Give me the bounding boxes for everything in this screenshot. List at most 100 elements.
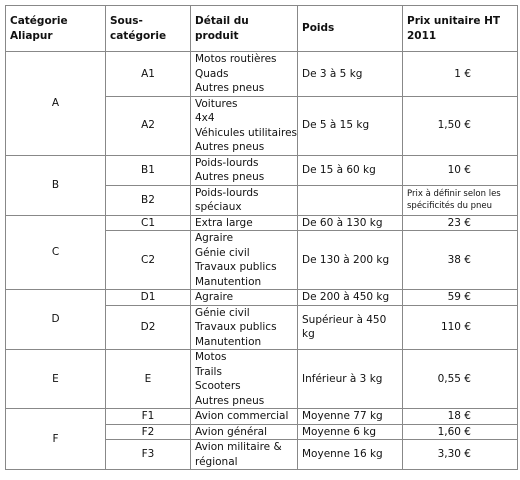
detail-line: Agraire (195, 232, 234, 244)
weight-cell: Inférieur à 3 kg (297, 349, 403, 409)
detail-cell: Avion commercial (190, 408, 298, 425)
detail-cell: Voitures 4x4 Véhicules utilitaires Autres p… (190, 95, 298, 156)
weight-cell: De 3 à 5 kg (297, 51, 403, 97)
header-cell: Détail du produit (190, 5, 298, 52)
detail-line: Scooters (195, 380, 241, 392)
detail-line: Agraire (195, 291, 234, 303)
subcategory-cell: A2 (105, 95, 191, 156)
table-row: F3 Avion militaire & régional Moyenne 16 kg… (6, 439, 518, 470)
header-cell: Catégorie Aliapur (5, 5, 106, 52)
table-row: D D1 Agraire De 200 à 450 kg 59 € (5, 289, 518, 350)
table-row: E E Motos Trails Scooters Autres pneus Inférie… (5, 349, 518, 409)
detail-line: Génie civil (195, 306, 250, 319)
header-cell: Sous-catégorie (105, 5, 191, 52)
subcategory-cell: D2 (105, 304, 191, 350)
detail-line: Autres pneus (195, 171, 265, 183)
detail-line: Motos routières (195, 53, 277, 65)
subcategory-cell: A1 (105, 51, 191, 97)
detail-line: Autres pneus (195, 141, 265, 153)
detail-line: Génie civil (195, 246, 250, 259)
table-row: C2 Agraire Génie civil Travaux publics Manut… (6, 230, 518, 290)
header-row: Catégorie Aliapur Sous-catégorie Détail du… (5, 5, 518, 52)
price-cell: 1,50 € (402, 95, 518, 156)
price-cell: 0,55 € (402, 349, 518, 409)
weight-cell: De 130 à 200 kg (297, 230, 403, 290)
category-cell: E (5, 349, 106, 409)
price-cell: 110 € (402, 304, 518, 350)
detail-cell: Motos routières Quads Autres pneus (190, 51, 298, 97)
detail-cell: Agraire (190, 289, 298, 306)
detail-line: régional (195, 455, 238, 468)
detail-line: Manutention (195, 275, 262, 288)
subcategory-cell: D1 (105, 289, 191, 306)
detail-line: Trails (195, 365, 222, 378)
detail-cell: Motos Trails Scooters Autres pneus (190, 349, 298, 409)
detail-cell: Génie civil Travaux publics Manutention (190, 304, 298, 350)
detail-line: Avion militaire & (195, 441, 282, 453)
price-cell: 1 € (402, 51, 518, 97)
detail-cell: Avion général (190, 423, 298, 440)
category-cell: B (5, 154, 106, 216)
price-cell: 18 € (402, 408, 518, 425)
detail-line: Quads (195, 67, 229, 80)
table-row: D2 Génie civil Travaux publics Manutention S… (6, 304, 518, 350)
weight-cell: Supérieur à 450 kg (297, 304, 403, 350)
subcategory-cell: B2 (105, 184, 191, 216)
detail-cell: Poids-lourds spéciaux (190, 184, 298, 216)
detail-cell: Extra large (190, 214, 298, 231)
detail-line: Travaux publics (195, 321, 277, 333)
detail-line: Travaux publics (195, 261, 277, 273)
table-row: F2 Avion général Moyenne 6 kg 1,60 € (6, 423, 518, 440)
subcategory-cell: B1 (105, 154, 191, 186)
detail-line: Manutention (195, 335, 262, 348)
weight-cell: Moyenne 16 kg (297, 439, 403, 470)
table-row: C C1 Extra large De 60 à 130 kg 23 € (5, 214, 518, 290)
detail-line: Poids-lourds (195, 156, 259, 169)
detail-line: spéciaux (195, 201, 242, 213)
detail-line: Avion général (195, 425, 268, 438)
table-body: A A1 Motos routières Quads Autres pneus De 3 … (5, 51, 518, 470)
price-cell: 38 € (402, 230, 518, 290)
detail-line: Autres pneus (195, 82, 265, 94)
price-cell: 1,60 € (402, 423, 518, 440)
header-cell: Poids (297, 5, 403, 52)
subcategory-cell: C1 (105, 214, 191, 231)
subcategory-cell: F2 (105, 423, 191, 440)
price-cell: 59 € (402, 289, 518, 306)
table-row: A2 Voitures 4x4 Véhicules utilitaires Autres… (6, 95, 518, 156)
price-cell: 23 € (402, 214, 518, 231)
subcategory-cell: F3 (105, 439, 191, 470)
weight-cell: De 15 à 60 kg (297, 154, 403, 186)
detail-cell: Poids-lourds Autres pneus (190, 154, 298, 186)
table-row: F F1 Avion commercial Moyenne 77 kg 18 € (5, 408, 518, 470)
weight-cell: Moyenne 6 kg (297, 423, 403, 440)
price-cell: 3,30 € (402, 439, 518, 470)
table-row: B B1 Poids-lourds Autres pneus De 15 à 60 kg… (5, 154, 518, 216)
detail-line: Avion commercial (195, 410, 289, 422)
detail-line: Véhicules utilitaires (195, 126, 298, 139)
detail-line: Poids-lourds (195, 186, 259, 199)
weight-cell: De 200 à 450 kg (297, 289, 403, 306)
detail-cell: Agraire Génie civil Travaux publics Manuten… (190, 230, 298, 290)
weight-cell: Moyenne 77 kg (297, 408, 403, 425)
subcategory-cell: F1 (105, 408, 191, 425)
price-table: Catégorie Aliapur Sous-catégorie Détail du… (5, 5, 518, 470)
price-note: Prix à définir selon les spécificités du… (402, 184, 518, 216)
table-row: B2 Poids-lourds spéciaux Prix à définir sel… (6, 184, 518, 216)
weight-cell: De 60 à 130 kg (297, 214, 403, 231)
weight-cell: De 5 à 15 kg (297, 95, 403, 156)
category-cell: D (5, 289, 106, 350)
detail-line: Autres pneus (195, 394, 265, 407)
detail-line: Voitures (195, 97, 238, 110)
category-cell: F (5, 408, 106, 470)
category-cell: A (5, 51, 106, 156)
category-cell: C (5, 214, 106, 290)
detail-line: Motos (195, 351, 227, 363)
detail-cell: Avion militaire & régional (190, 439, 298, 470)
header-cell: Prix unitaire HT 2011 (402, 5, 518, 52)
subcategory-cell: E (105, 349, 191, 409)
detail-line: Extra large (195, 216, 253, 229)
subcategory-cell: C2 (105, 230, 191, 290)
table-row: A A1 Motos routières Quads Autres pneus De 3 … (5, 51, 518, 156)
